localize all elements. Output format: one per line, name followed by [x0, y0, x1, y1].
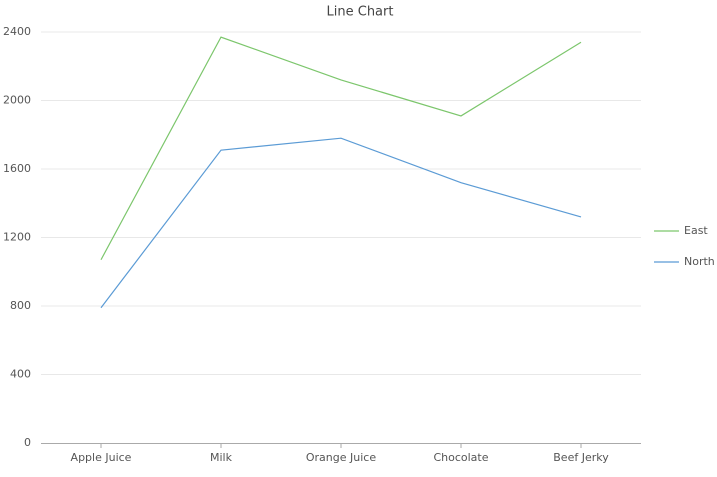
x-tick-label: Chocolate — [433, 451, 488, 464]
x-tick-label: Orange Juice — [306, 451, 376, 464]
y-tick-label: 400 — [10, 368, 31, 381]
y-tick-label: 2000 — [3, 94, 31, 107]
y-tick-label: 1200 — [3, 231, 31, 244]
y-tick-label: 0 — [24, 436, 31, 449]
legend-label: North — [684, 255, 715, 268]
chart-title: Line Chart — [327, 5, 394, 20]
y-tick-label: 2400 — [3, 25, 31, 38]
series-line — [100, 137, 582, 309]
x-tick-label: Beef Jerky — [553, 451, 609, 464]
legend-label: East — [684, 224, 708, 237]
x-tick-label: Milk — [210, 451, 233, 464]
y-tick-label: 800 — [10, 299, 31, 312]
x-tick-label: Apple Juice — [71, 451, 132, 464]
series-line — [100, 36, 582, 261]
y-tick-label: 1600 — [3, 162, 31, 175]
